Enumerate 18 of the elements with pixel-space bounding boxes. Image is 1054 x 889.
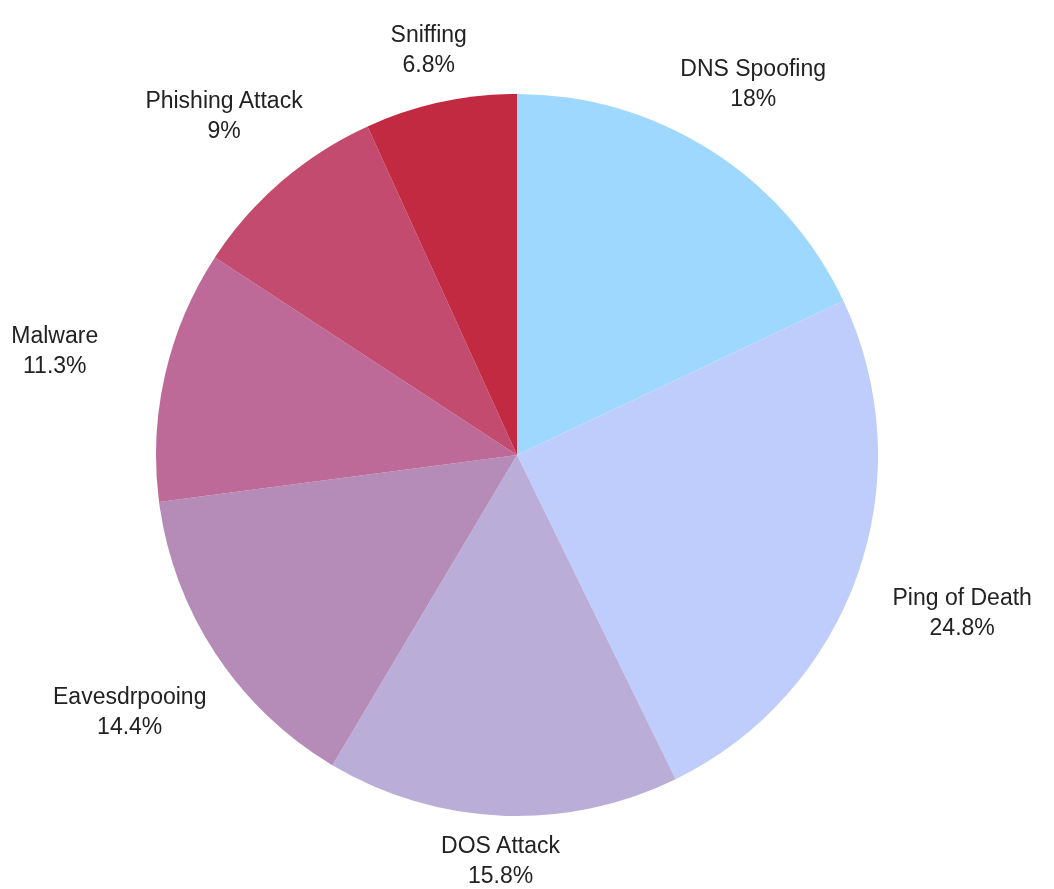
slice-label: DNS Spoofing <box>680 55 827 82</box>
slice-label: Malware <box>11 322 99 349</box>
pie-slice <box>367 94 517 455</box>
slice-label: Phishing Attack <box>145 86 304 113</box>
pie-slice <box>332 455 676 816</box>
data-label: 9% <box>207 116 241 143</box>
slice-label: DOS Attack <box>441 831 561 858</box>
slice-label: Sniffing <box>390 20 467 47</box>
slice-label: Eavesdrpooing <box>53 682 207 709</box>
slice-label: Ping of Death <box>892 584 1032 611</box>
pie-slice <box>156 257 517 502</box>
data-label: 15.8% <box>467 861 534 888</box>
data-label: 24.8% <box>929 614 995 641</box>
data-label: 14.4% <box>97 712 163 739</box>
data-label: 18% <box>730 85 777 112</box>
data-label: 11.3% <box>23 352 87 379</box>
data-label: 6.8% <box>402 50 455 77</box>
pie-slice <box>517 300 878 780</box>
